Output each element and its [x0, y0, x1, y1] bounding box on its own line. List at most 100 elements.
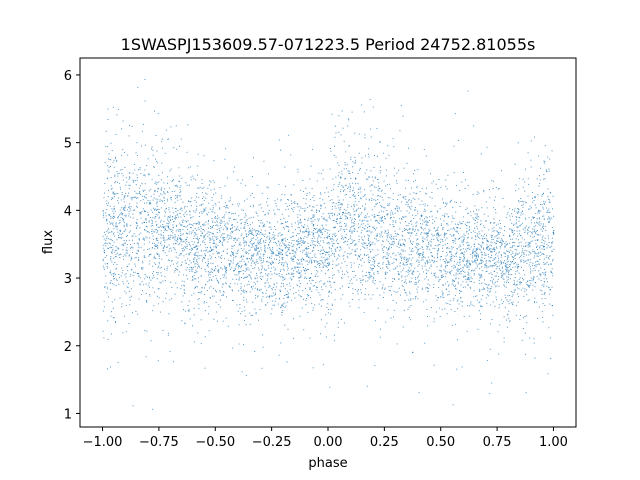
data-point [170, 219, 171, 221]
data-point [313, 206, 315, 208]
data-point [220, 227, 222, 229]
data-point [465, 209, 467, 210]
data-point [446, 223, 447, 225]
data-point [535, 243, 537, 245]
data-point [303, 197, 305, 199]
data-point [539, 246, 541, 248]
data-point [525, 218, 527, 220]
data-point [138, 187, 140, 189]
data-point [203, 250, 205, 252]
data-point [522, 278, 523, 279]
data-point [143, 210, 145, 212]
data-point [340, 246, 342, 248]
data-point [390, 317, 392, 319]
data-point [530, 268, 532, 270]
data-point [417, 229, 419, 230]
data-point [532, 270, 534, 272]
data-point [181, 261, 183, 263]
data-point [477, 228, 479, 230]
data-point [493, 207, 494, 209]
data-point [249, 230, 251, 232]
data-point [470, 281, 472, 282]
data-point [335, 132, 337, 134]
data-point [494, 262, 496, 264]
data-point [470, 287, 471, 289]
data-point [194, 228, 196, 229]
data-point [406, 258, 408, 260]
data-point [457, 223, 459, 225]
data-point [284, 324, 286, 326]
data-point [243, 255, 245, 257]
data-point [330, 286, 332, 288]
data-point [139, 284, 141, 286]
data-point [292, 232, 294, 234]
data-point [212, 225, 214, 226]
data-point [484, 283, 486, 285]
data-point [129, 125, 130, 126]
data-point [231, 289, 233, 291]
data-point [251, 239, 253, 241]
data-point [538, 306, 540, 308]
data-point [320, 192, 322, 194]
data-point [499, 241, 500, 243]
data-point [110, 177, 112, 179]
data-point [300, 296, 302, 298]
data-point [335, 250, 337, 252]
data-point [333, 254, 335, 256]
data-point [299, 315, 301, 317]
data-point [467, 259, 469, 261]
data-point [178, 230, 180, 232]
data-point [210, 268, 212, 270]
data-point [546, 211, 548, 213]
data-point [181, 210, 183, 212]
data-point [325, 314, 327, 316]
data-point [178, 167, 180, 169]
data-point [163, 246, 165, 248]
data-point [328, 280, 330, 282]
data-point [396, 172, 398, 174]
data-point [286, 245, 287, 247]
data-point [407, 205, 409, 207]
data-point [130, 269, 132, 271]
data-point [114, 210, 116, 212]
data-point [493, 265, 495, 266]
data-point [441, 290, 443, 292]
data-point [335, 207, 337, 209]
data-point [345, 216, 347, 217]
data-point [427, 224, 429, 226]
data-point [234, 229, 236, 231]
data-point [291, 207, 293, 209]
data-point [173, 243, 175, 245]
data-point [519, 225, 521, 226]
data-point [460, 253, 462, 255]
data-point [109, 272, 111, 274]
data-point [287, 239, 288, 240]
data-point [403, 281, 405, 283]
data-point [465, 260, 467, 262]
data-point [134, 257, 136, 259]
data-point [320, 249, 322, 251]
data-point [530, 241, 532, 243]
data-point [453, 274, 455, 276]
data-point [409, 280, 411, 282]
data-point [503, 252, 505, 254]
data-point [186, 206, 188, 208]
data-point [381, 190, 383, 192]
data-point [514, 258, 516, 260]
data-point [151, 277, 153, 279]
data-point [505, 286, 507, 288]
data-point [154, 248, 156, 250]
data-point [274, 242, 276, 244]
data-point [188, 309, 190, 311]
data-point [242, 258, 244, 260]
data-point [196, 271, 198, 273]
data-point [475, 252, 477, 254]
data-point [227, 238, 229, 240]
data-point [260, 262, 262, 264]
data-point [278, 275, 280, 277]
data-point [453, 297, 455, 299]
data-point [437, 226, 439, 228]
data-point [244, 264, 246, 266]
data-point [317, 220, 319, 222]
